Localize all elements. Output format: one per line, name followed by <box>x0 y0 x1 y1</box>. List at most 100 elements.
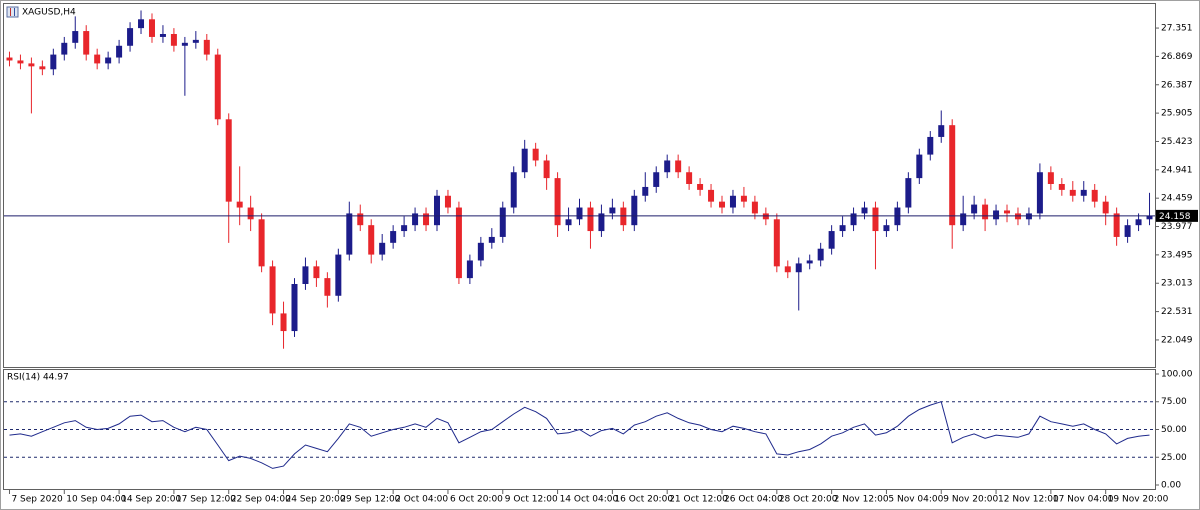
candle-body <box>1091 189 1098 202</box>
candle-body <box>203 39 210 55</box>
candle-body <box>83 31 90 55</box>
candle-body <box>72 31 79 43</box>
x-tick-label: 12 Nov 12:00 <box>998 495 1059 505</box>
candle-body <box>313 266 320 279</box>
candle-body <box>510 172 517 208</box>
candle-body <box>477 242 484 261</box>
candle-body <box>6 57 13 61</box>
candle-body <box>423 213 430 226</box>
candle-body <box>488 236 495 243</box>
y-tick-label: 25.905 <box>1161 109 1193 119</box>
x-tick-label: 6 Oct 20:00 <box>450 495 503 505</box>
rsi-title: RSI(14) 44.97 <box>7 373 69 383</box>
candle-body <box>642 186 649 196</box>
current-price-box <box>1156 209 1198 222</box>
candle-body <box>817 248 824 261</box>
candle-body <box>170 34 177 46</box>
candle-body <box>127 28 134 46</box>
candle-body <box>686 172 693 184</box>
y-tick-label: 26.869 <box>1161 52 1193 62</box>
x-tick-label: 19 Nov 20:00 <box>1108 495 1169 505</box>
candle-body <box>291 284 298 332</box>
candle-body <box>609 207 616 214</box>
x-tick-label: 14 Sep 20:00 <box>121 495 181 505</box>
y-tick-label: 22.531 <box>1161 307 1193 317</box>
candle-body <box>795 263 802 273</box>
candle-body <box>379 242 386 255</box>
x-tick-label: 9 Nov 20:00 <box>943 495 998 505</box>
candle-body <box>94 54 101 64</box>
x-tick-label: 22 Sep 04:00 <box>231 495 291 505</box>
candle-body <box>850 213 857 226</box>
x-tick-label: 17 Sep 12:00 <box>176 495 236 505</box>
candle-body <box>1146 215 1153 220</box>
candle-body <box>159 34 166 37</box>
candle-body <box>455 207 462 279</box>
candle-body <box>181 42 188 46</box>
candle-body <box>1102 201 1109 214</box>
candle-body <box>949 125 956 226</box>
candle-body <box>729 195 736 208</box>
candle-body <box>664 160 671 173</box>
x-tick-label: 9 Oct 12:00 <box>505 495 558 505</box>
candle-body <box>247 207 254 220</box>
candle-body <box>148 19 155 37</box>
rsi-line <box>9 401 1150 469</box>
candle-body <box>357 213 364 226</box>
candle-body <box>444 195 451 208</box>
candle-body <box>1135 219 1142 226</box>
candle-body <box>302 266 309 284</box>
candle-body <box>1004 210 1011 214</box>
candle-body <box>401 225 408 232</box>
candle-body <box>784 266 791 273</box>
candle-body <box>236 201 243 208</box>
main-panel <box>3 3 1156 368</box>
candle-body <box>466 260 473 279</box>
candle-body <box>1113 213 1120 237</box>
candle-body <box>576 207 583 220</box>
x-tick-label: 2 Oct 04:00 <box>395 495 448 505</box>
candle-body <box>653 172 660 187</box>
candle-body <box>828 231 835 249</box>
candle-body <box>806 260 813 264</box>
x-tick-label: 16 Oct 20:00 <box>614 495 673 505</box>
candle-body <box>1058 184 1065 190</box>
symbol-icon <box>6 6 19 18</box>
y-tick-label: 22.049 <box>1161 335 1193 345</box>
candle-body <box>905 178 912 208</box>
candle-body <box>1124 225 1131 237</box>
candle-body <box>751 201 758 214</box>
candle-body <box>324 278 331 296</box>
candle-body <box>214 54 221 120</box>
candle-body <box>532 148 539 161</box>
candle-body <box>697 184 704 190</box>
candle-body <box>982 204 989 220</box>
candle-body <box>927 136 934 155</box>
candle-body <box>225 119 232 202</box>
candle-body <box>971 204 978 214</box>
y-tick-label: 23.977 <box>1161 222 1193 232</box>
candle-body <box>993 210 1000 220</box>
candle-body <box>938 125 945 137</box>
candle-body <box>138 19 145 29</box>
y-tick-label: 75.00 <box>1161 397 1187 407</box>
x-tick-label: 24 Sep 20:00 <box>286 495 346 505</box>
y-tick-label: 24.459 <box>1161 194 1193 204</box>
candle-body <box>872 207 879 232</box>
candle-body <box>740 195 747 202</box>
y-tick-label: 26.387 <box>1161 80 1193 90</box>
candle-body <box>543 160 550 179</box>
candle-body <box>1069 189 1076 196</box>
candle-body <box>390 231 397 243</box>
x-tick-label: 21 Oct 12:00 <box>669 495 728 505</box>
candle-body <box>521 148 528 173</box>
candle-body <box>916 154 923 179</box>
candle-body <box>554 178 561 226</box>
x-tick-label: 14 Oct 04:00 <box>560 495 619 505</box>
candle-body <box>269 266 276 314</box>
candle-body <box>708 189 715 202</box>
y-tick-label: 0.00 <box>1161 481 1181 491</box>
